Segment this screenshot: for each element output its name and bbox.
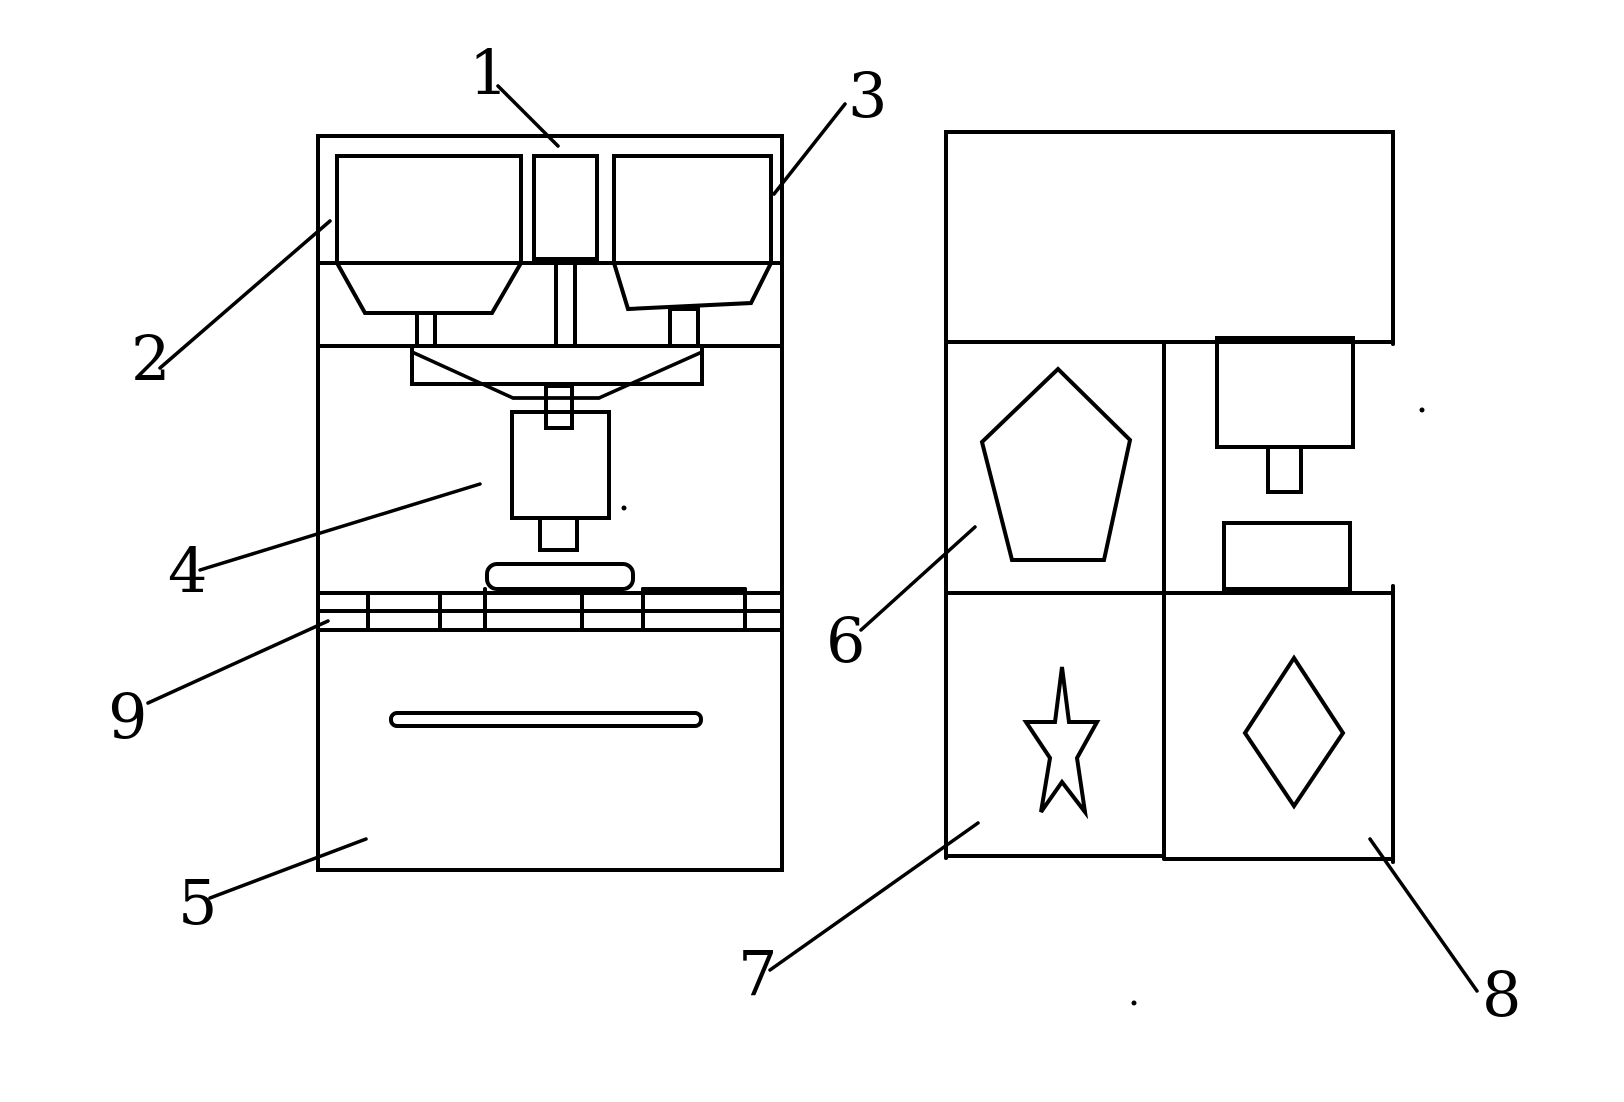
callout-label-6: 6 (826, 604, 865, 677)
leader-line-3 (772, 102, 847, 196)
collecting-tray (410, 344, 704, 386)
side-press-body (1215, 336, 1355, 449)
right-hopper (612, 154, 773, 265)
left-hopper (335, 154, 523, 265)
press-top-connector (544, 384, 574, 430)
drawer-handle (389, 711, 703, 728)
leader-line-4 (198, 482, 482, 572)
leader-line-1 (496, 84, 560, 148)
right-funnel (612, 261, 773, 312)
leader-line-7 (768, 821, 980, 972)
center-motor-box (532, 154, 599, 261)
leader-line-8 (1368, 837, 1479, 993)
callout-label-4: 4 (168, 534, 207, 607)
collecting-funnel (410, 350, 704, 400)
side-press-connector (1266, 445, 1303, 494)
leader-line-5 (208, 837, 368, 900)
callout-label-9: 9 (108, 680, 147, 753)
machine-frame (316, 134, 784, 872)
side-press-mold (1222, 521, 1352, 591)
press-mold (485, 562, 635, 591)
stray-dot (1419, 407, 1425, 413)
callout-labels: 1 2 3 4 5 6 7 8 9 (108, 36, 1521, 1031)
right-outlet-tube (668, 307, 700, 348)
leader-line-9 (146, 619, 330, 705)
diamond-mold (1242, 654, 1346, 810)
press-bottom-connector (538, 516, 579, 552)
star-mold (1022, 666, 1101, 820)
leader-line-6 (859, 525, 977, 632)
leader-lines (146, 84, 1479, 993)
machine-side-view (944, 130, 1395, 864)
callout-label-2: 2 (131, 322, 170, 395)
pentagon-mold (979, 366, 1133, 562)
left-outlet-tube (415, 311, 437, 348)
callout-label-7: 7 (738, 937, 777, 1010)
leader-line-2 (158, 219, 332, 370)
stray-dot (621, 505, 627, 511)
callout-label-8: 8 (1482, 958, 1521, 1031)
machine-front-view (316, 134, 784, 872)
callout-label-5: 5 (178, 866, 217, 939)
stray-dot (1131, 1000, 1137, 1006)
callout-label-3: 3 (848, 59, 887, 132)
callout-label-1: 1 (469, 36, 508, 109)
side-top-box (944, 130, 1395, 346)
left-funnel (335, 261, 523, 315)
